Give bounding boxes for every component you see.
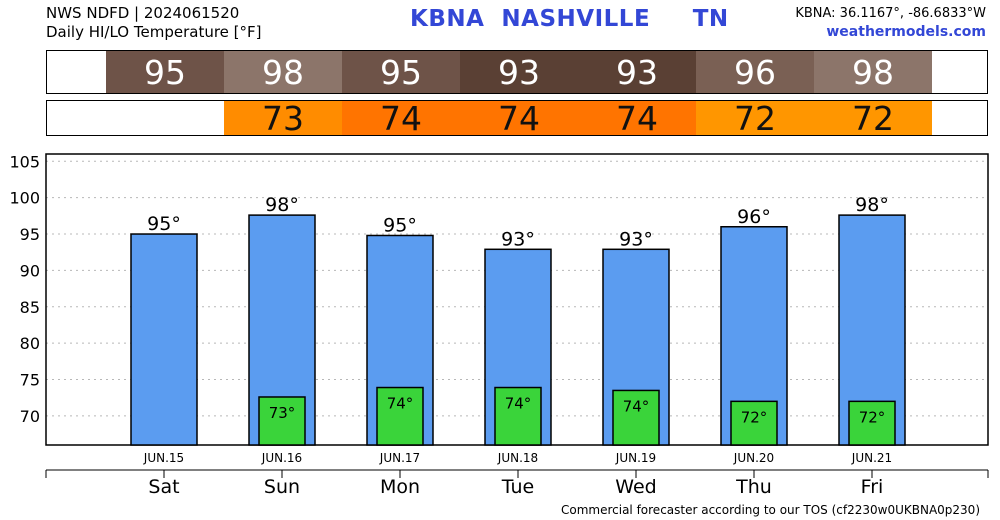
date-tick-label: JUN.20: [733, 451, 774, 465]
hi-bar-label: 98°: [855, 194, 889, 216]
source-line: NWS NDFD | 2024061520: [46, 4, 240, 22]
date-tick-label: JUN.18: [497, 451, 538, 465]
temperature-bar-chart: 70 75 80 85 90 95 100 105 95° JUN.15 Sat 98° 73° JUN.…: [9, 152, 989, 498]
date-tick-label: JUN.19: [615, 451, 656, 465]
hi-strip-cell: 93: [578, 51, 696, 93]
y-tick-label: 105: [9, 152, 40, 171]
date-tick-label: JUN.21: [851, 451, 892, 465]
date-tick-label: JUN.17: [379, 451, 420, 465]
day-tick-label: Mon: [380, 476, 420, 498]
station-coords: KBNA: 36.1167°, -86.6833°W: [795, 6, 986, 21]
hi-bar-label: 95°: [147, 213, 181, 235]
hi-strip-cell: 95: [342, 51, 460, 93]
lo-bar: [612, 389, 660, 446]
hi-bar-label: 96°: [737, 206, 771, 228]
lo-bar-label: 74°: [387, 395, 414, 413]
day-tick-label: Sat: [148, 476, 179, 498]
hi-strip-cell: 93: [460, 51, 578, 93]
hi-strip-cell: 96: [696, 51, 814, 93]
y-tick-label: 70: [20, 407, 40, 426]
chart-title: Daily HI/LO Temperature [°F]: [46, 23, 262, 41]
hi-strip-cell: 95: [106, 51, 224, 93]
lo-strip-cell: 73: [224, 99, 342, 138]
y-tick-label: 100: [9, 189, 40, 208]
hi-strip-cell: 98: [814, 51, 932, 93]
lo-bar-label: 73°: [269, 404, 296, 422]
lo-strip-cell: 74: [460, 99, 578, 138]
hi-strip-cell: 98: [224, 51, 342, 93]
header-left: NWS NDFD | 2024061520 Daily HI/LO Temper…: [46, 4, 262, 42]
lo-strip-cell: 72: [814, 99, 932, 138]
y-tick-label: 85: [20, 298, 40, 317]
y-tick-label: 80: [20, 334, 40, 353]
lo-temperature-strip: 73 74 74 74 72 72: [46, 99, 988, 138]
date-tick-label: JUN.16: [261, 451, 302, 465]
y-tick-label: 90: [20, 261, 40, 280]
lo-strip-cell: 74: [578, 99, 696, 138]
hi-bar-label: 93°: [501, 228, 535, 250]
hi-bar-label: 98°: [265, 194, 299, 216]
lo-bar: [258, 396, 306, 446]
header-right: KBNA: 36.1167°, -86.6833°W weathermodels…: [795, 4, 986, 42]
lo-bar: [376, 386, 424, 446]
lo-bar-label: 72°: [741, 408, 768, 426]
day-tick-label: Wed: [615, 476, 656, 498]
station-title: KBNA NASHVILLE TN: [410, 6, 729, 32]
day-tick-label: Fri: [861, 476, 884, 498]
day-tick-label: Sun: [264, 476, 300, 498]
hi-bar-label: 95°: [383, 214, 417, 236]
lo-bar-label: 74°: [505, 395, 532, 413]
date-tick-label: JUN.15: [143, 451, 184, 465]
day-tick-label: Tue: [501, 476, 534, 498]
day-tick-label: Thu: [735, 476, 772, 498]
lo-bar: [494, 386, 542, 446]
lo-strip-cell: [106, 101, 224, 135]
lo-bar-label: 74°: [623, 397, 650, 415]
lo-bar-label: 72°: [859, 408, 886, 426]
lo-bar: [730, 400, 778, 446]
y-tick-label: 75: [20, 371, 40, 390]
lo-bar: [848, 400, 896, 446]
hi-bar: [130, 233, 198, 446]
lo-strip-cell: 72: [696, 99, 814, 138]
site-link[interactable]: weathermodels.com: [826, 24, 986, 40]
lo-strip-cell: 74: [342, 99, 460, 138]
y-tick-label: 95: [20, 225, 40, 244]
footer-note: Commercial forecaster according to our T…: [560, 503, 980, 517]
hi-temperature-strip: 95 98 95 93 93 96 98: [46, 50, 988, 94]
hi-bar-label: 93°: [619, 228, 653, 250]
